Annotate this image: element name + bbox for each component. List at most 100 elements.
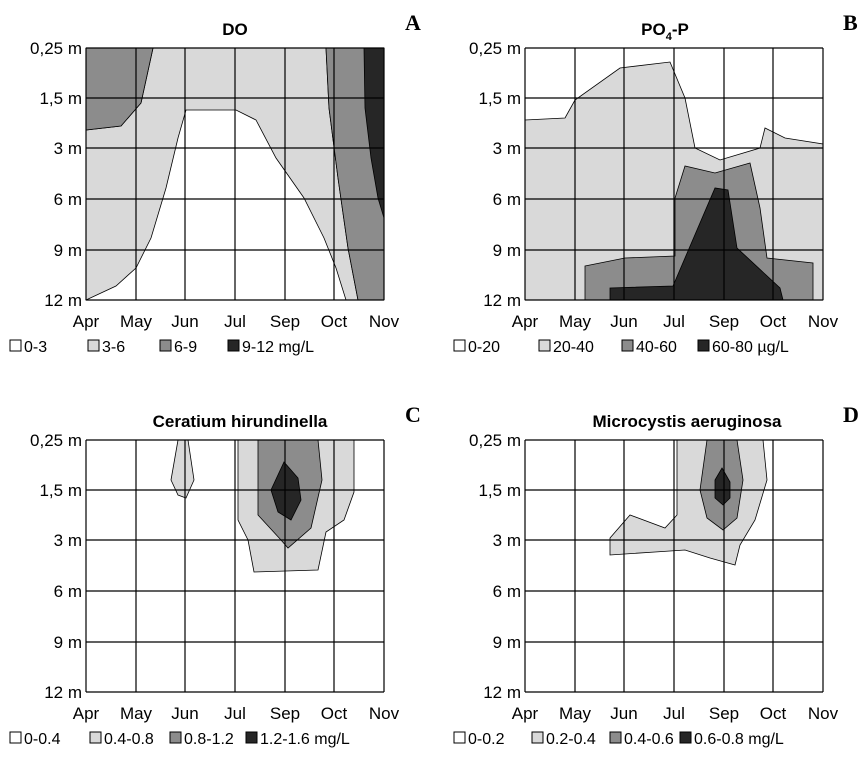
panel-d-y-tick-1: 1,5 m — [478, 481, 521, 500]
panel-d-x-tick-5: Oct — [760, 704, 787, 723]
panel-b-x-tick-5: Oct — [760, 312, 787, 331]
panel-a-legend-label-3: 9-12 mg/L — [242, 339, 314, 356]
panel-c-y-tick-0: 0,25 m — [30, 431, 82, 450]
panel-a-x-tick-0: Apr — [73, 312, 100, 331]
panel-a-letter: A — [405, 10, 421, 35]
panel-a-y-tick-4: 9 m — [54, 241, 82, 260]
panel-b-legend-swatch-0 — [453, 339, 466, 352]
panel-b-x-tick-2: Jun — [610, 312, 637, 331]
panel-b-legend-label-3: 60-80 µg/L — [712, 339, 789, 356]
panel-a-y-tick-5: 12 m — [44, 291, 82, 310]
panel-c-legend-swatch-1 — [89, 731, 102, 744]
panel-d-y-tick-0: 0,25 m — [469, 431, 521, 450]
panel-b-legend-swatch-1 — [538, 339, 551, 352]
panel-d-x-tick-2: Jun — [610, 704, 637, 723]
panel-a-legend-label-0: 0-3 — [24, 339, 47, 356]
panel-d-x-tick-6: Nov — [808, 704, 839, 723]
panel-a-legend-swatch-2 — [159, 339, 172, 352]
panel-a-y-tick-2: 3 m — [54, 139, 82, 158]
panel-d-grid — [524, 439, 824, 693]
panel-a-y-tick-3: 6 m — [54, 190, 82, 209]
panel-d — [524, 439, 824, 693]
panel-b-title-suffix: -P — [672, 20, 689, 39]
panel-c-y-tick-5: 12 m — [44, 683, 82, 702]
panel-b-legend-swatch-3 — [697, 339, 710, 352]
panel-c-y-tick-1: 1,5 m — [39, 481, 82, 500]
panel-c-legend-swatch-2 — [169, 731, 182, 744]
panel-c-x-tick-5: Oct — [321, 704, 348, 723]
panel-d-legend-swatch-1 — [531, 731, 544, 744]
panel-c-legend-swatch-3 — [245, 731, 258, 744]
panel-a-plot — [85, 47, 385, 301]
panel-d-legend-swatch-0 — [453, 731, 466, 744]
panel-d-y-tick-2: 3 m — [493, 531, 521, 550]
panel-a-legend-swatch-0 — [9, 339, 22, 352]
panel-c-legend-label-1: 0.4-0.8 — [104, 731, 154, 748]
panel-c-grid — [85, 439, 385, 693]
panel-b-x-tick-4: Sep — [709, 312, 739, 331]
panel-a-x-tick-5: Oct — [321, 312, 348, 331]
panel-c-x-tick-6: Nov — [369, 704, 400, 723]
panel-b-letter: B — [843, 10, 858, 35]
panel-b-x-tick-3: Jul — [663, 312, 685, 331]
panel-b-title: PO4-P — [641, 20, 689, 43]
panel-d-y-tick-4: 9 m — [493, 633, 521, 652]
panel-d-legend-swatch-2 — [609, 731, 622, 744]
panel-b-grid — [524, 47, 824, 301]
panel-a-legend-swatch-3 — [227, 339, 240, 352]
panel-a-grid — [85, 47, 385, 301]
panel-a-title: DO — [222, 20, 248, 39]
panel-d-region-0-6-0-8 — [714, 467, 731, 506]
panel-d-legend-label-3: 0.6-0.8 mg/L — [694, 731, 784, 748]
panel-d-x-tick-1: May — [559, 704, 592, 723]
panel-a-legend-swatch-1 — [87, 339, 100, 352]
panel-c-y-tick-3: 6 m — [54, 582, 82, 601]
panel-d-legend-label-1: 0.2-0.4 — [546, 731, 596, 748]
panel-d-x-tick-3: Jul — [663, 704, 685, 723]
panel-c-x-tick-4: Sep — [270, 704, 300, 723]
panel-b-title-subscript: 4 — [666, 31, 673, 43]
panel-b-y-tick-1: 1,5 m — [478, 89, 521, 108]
panel-b-y-tick-2: 3 m — [493, 139, 521, 158]
panel-d-legend-label-2: 0.4-0.6 — [624, 731, 674, 748]
panel-d-title: Microcystis aeruginosa — [593, 412, 783, 431]
panel-d-x-tick-0: Apr — [512, 704, 539, 723]
panel-d-legend-label-0: 0-0.2 — [468, 731, 505, 748]
panel-b-title-main: PO — [641, 20, 666, 39]
panel-a-x-tick-6: Nov — [369, 312, 400, 331]
panel-c-legend-label-0: 0-0.4 — [24, 731, 61, 748]
panel-c-y-tick-4: 9 m — [54, 633, 82, 652]
panel-b — [524, 47, 824, 301]
panel-c-legend-label-3: 1.2-1.6 mg/L — [260, 731, 350, 748]
panel-c-title: Ceratium hirundinella — [153, 412, 328, 431]
panel-c-legend-label-2: 0.8-1.2 — [184, 731, 234, 748]
panel-b-y-tick-5: 12 m — [483, 291, 521, 310]
panel-a-x-tick-2: Jun — [171, 312, 198, 331]
legends: 0-3 3-6 6-9 9-12 mg/L 0-20 20-40 40-60 60-80 µg… — [9, 339, 789, 748]
panel-a-legend-label-1: 3-6 — [102, 339, 125, 356]
panel-a-y-tick-1: 1,5 m — [39, 89, 82, 108]
panel-c-legend-swatch-0 — [9, 731, 22, 744]
panel-b-y-tick-0: 0,25 m — [469, 39, 521, 58]
panel-b-x-tick-0: Apr — [512, 312, 539, 331]
panel-d-legend-swatch-3 — [679, 731, 692, 744]
panel-a-x-tick-4: Sep — [270, 312, 300, 331]
panel-c-x-tick-0: Apr — [73, 704, 100, 723]
panel-a-x-tick-3: Jul — [224, 312, 246, 331]
panel-d-y-tick-5: 12 m — [483, 683, 521, 702]
panel-d-letter: D — [843, 402, 858, 427]
tick-labels: 0,25 m 1,5 m 3 m 6 m 9 m 12 m Apr May Jun Jul Sep O… — [30, 39, 839, 723]
panel-a-x-tick-1: May — [120, 312, 153, 331]
panel-c-letter: C — [405, 402, 421, 427]
panel-b-x-tick-6: Nov — [808, 312, 839, 331]
panel-d-y-tick-3: 6 m — [493, 582, 521, 601]
panel-c-x-tick-1: May — [120, 704, 153, 723]
panel-c — [85, 439, 385, 693]
panel-a — [85, 47, 385, 301]
panel-b-legend-swatch-2 — [621, 339, 634, 352]
panel-a-y-tick-0: 0,25 m — [30, 39, 82, 58]
panel-b-legend-label-0: 0-20 — [468, 339, 500, 356]
panel-c-x-tick-2: Jun — [171, 704, 198, 723]
panel-d-x-tick-4: Sep — [709, 704, 739, 723]
